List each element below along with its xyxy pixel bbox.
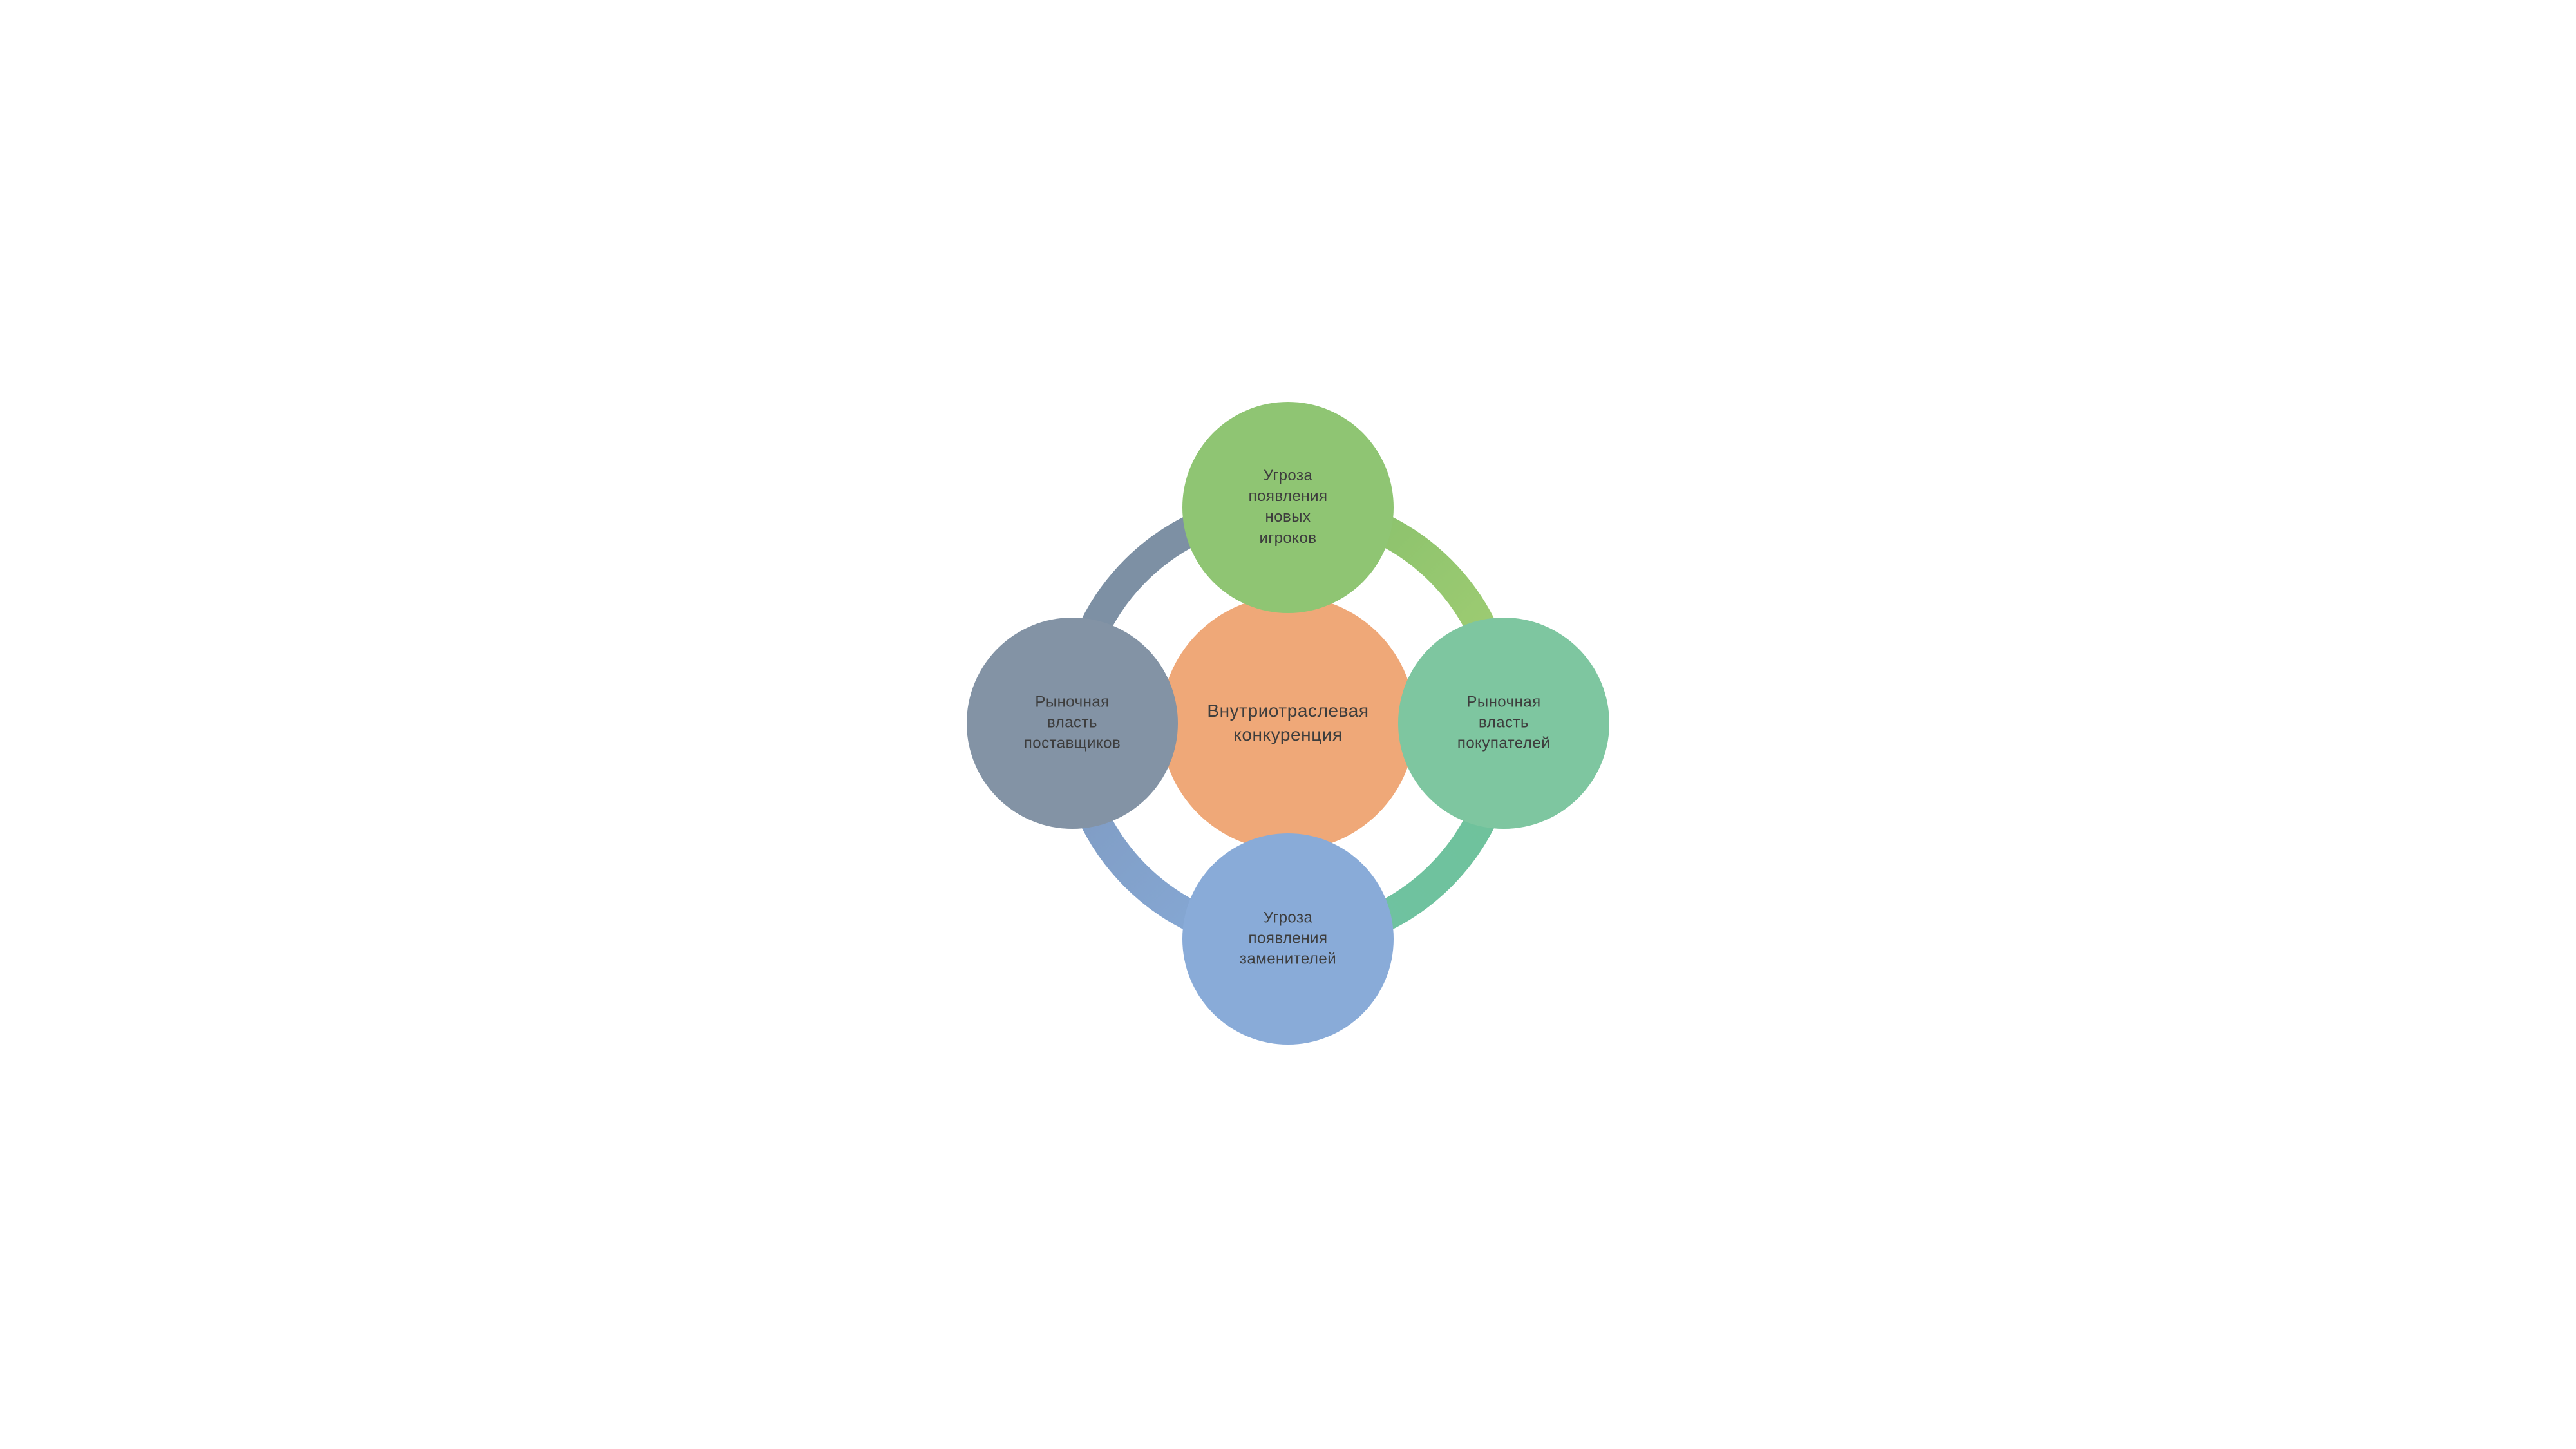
force-node-label-bottom: Угроза появления заменителей (1240, 907, 1336, 970)
force-node-label-left: Рыночная власть поставщиков (1024, 692, 1121, 754)
porter-five-forces-diagram: Внутриотраслевая конкуренция Угроза появл… (818, 372, 1758, 1077)
force-node-label-top: Угроза появления новых игроков (1249, 466, 1328, 549)
force-node-label-right: Рыночная власть покупателей (1457, 692, 1550, 754)
center-node-label: Внутриотраслевая конкуренция (1207, 699, 1368, 748)
